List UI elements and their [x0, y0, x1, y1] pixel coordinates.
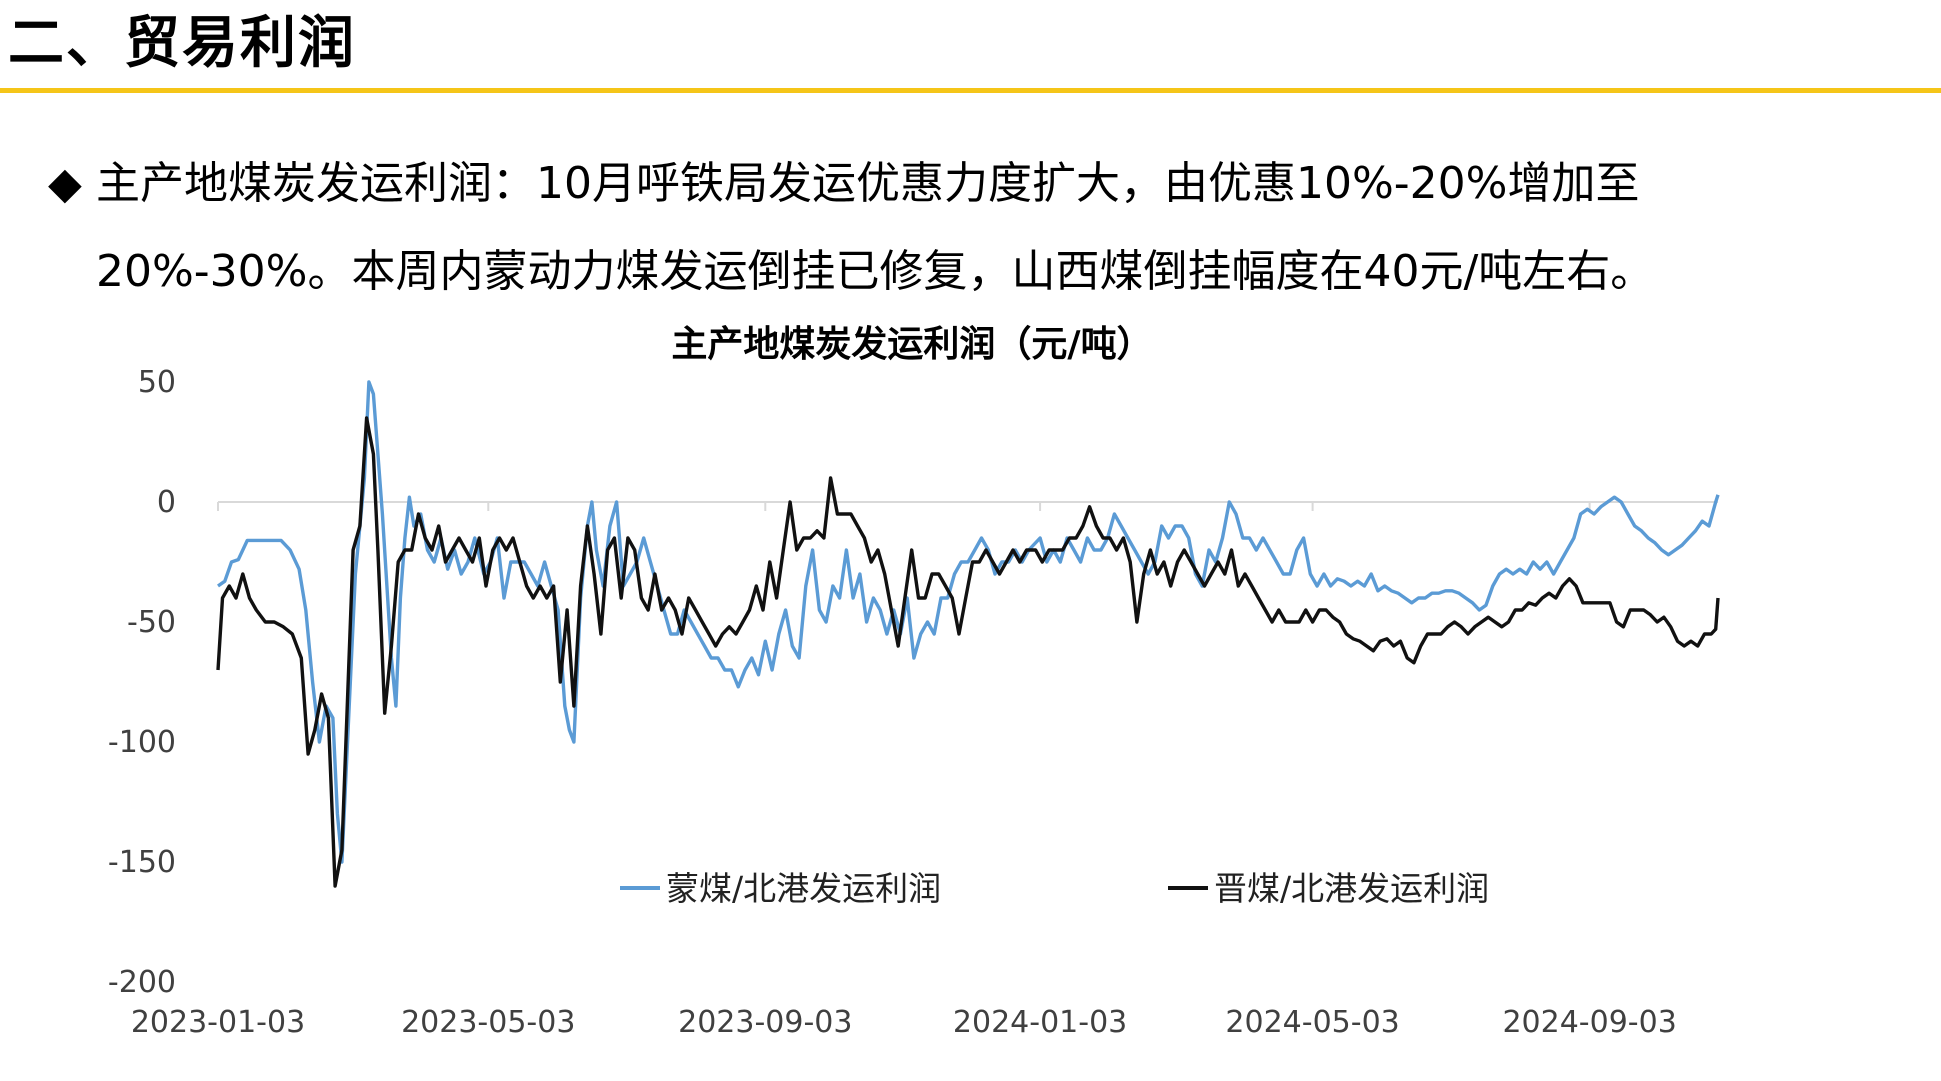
y-tick-label: 50	[138, 365, 176, 400]
legend-label-1: 蒙煤/北港发运利润	[666, 869, 941, 908]
plot-area: 50 0 -50 -100 -150 -200 2023-01-03 2023-05-03 20…	[108, 365, 1720, 1040]
bullet-paragraph: ◆ 主产地煤炭发运利润：10月呼铁局发运优惠力度扩大，由优惠10%-20%增加至 …	[48, 140, 1928, 316]
chart-title: 主产地煤炭发运利润（元/吨）	[671, 324, 1152, 365]
series-line-2	[216, 416, 1720, 888]
bullet-line-1: ◆ 主产地煤炭发运利润：10月呼铁局发运优惠力度扩大，由优惠10%-20%增加至	[48, 140, 1928, 228]
chart-container: 主产地煤炭发运利润（元/吨） 50 0 -50 -100 -150 -200 2023-01…	[0, 300, 1941, 1077]
x-tick-label: 2024-09-03	[1502, 1005, 1676, 1040]
title-underline	[0, 88, 1941, 93]
y-tick-label: -50	[127, 605, 176, 640]
bullet-text-2: 20%-30%。本周内蒙动力煤发运倒挂已修复，山西煤倒挂幅度在40元/吨左右。	[96, 246, 1655, 297]
y-tick-label: -200	[108, 965, 176, 1000]
bullet-text-1: 主产地煤炭发运利润：10月呼铁局发运优惠力度扩大，由优惠10%-20%增加至	[96, 158, 1640, 209]
x-tick-label: 2024-01-03	[953, 1005, 1127, 1040]
x-tick-label: 2023-05-03	[401, 1005, 575, 1040]
chart-legend: 蒙煤/北港发运利润 晋煤/北港发运利润	[620, 869, 1489, 908]
legend-label-2: 晋煤/北港发运利润	[1214, 869, 1489, 908]
x-tick-label: 2024-05-03	[1225, 1005, 1399, 1040]
y-tick-label: -150	[108, 845, 176, 880]
x-tick-label: 2023-09-03	[678, 1005, 852, 1040]
x-tick-label: 2023-01-03	[131, 1005, 305, 1040]
profit-line-chart: 主产地煤炭发运利润（元/吨） 50 0 -50 -100 -150 -200 2023-01…	[108, 324, 1720, 1040]
diamond-bullet-icon: ◆	[48, 158, 82, 209]
page-title: 二、贸易利润	[8, 11, 356, 76]
series-line-1	[217, 380, 1720, 864]
y-tick-label: 0	[157, 485, 176, 520]
y-tick-label: -100	[108, 725, 176, 760]
